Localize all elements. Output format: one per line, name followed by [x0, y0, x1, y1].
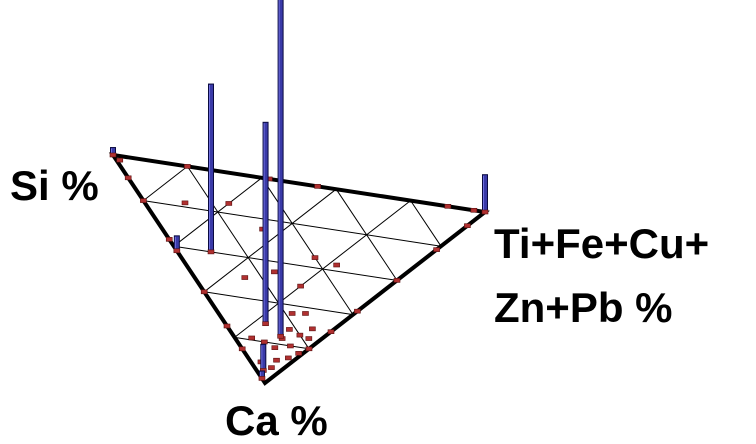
- bar-base-marker: [173, 248, 181, 254]
- ternary-grid: [143, 166, 442, 350]
- histogram-bar: [262, 121, 269, 327]
- bar-base-marker: [277, 333, 284, 339]
- data-point: [327, 329, 335, 335]
- data-point: [271, 269, 278, 275]
- data-point: [184, 164, 191, 169]
- grid-line: [410, 200, 442, 247]
- data-point: [261, 339, 268, 345]
- data-point: [295, 351, 302, 356]
- data-point: [288, 311, 296, 316]
- histogram-bar: [258, 370, 266, 381]
- data-point: [305, 336, 313, 341]
- data-point: [470, 207, 478, 213]
- data-point: [305, 346, 313, 352]
- grid-line: [173, 245, 398, 281]
- data-point: [181, 200, 189, 206]
- bar-base-marker: [262, 321, 269, 327]
- data-point: [444, 204, 452, 209]
- data-point: [296, 332, 304, 338]
- data-point: [464, 223, 471, 228]
- grid-line: [234, 336, 310, 350]
- data-point: [140, 198, 147, 203]
- data-point: [287, 343, 294, 349]
- data-point: [433, 247, 440, 252]
- bar-base-marker: [481, 209, 489, 215]
- bar-base-marker: [207, 249, 215, 255]
- data-point: [309, 326, 316, 332]
- data-point: [271, 345, 279, 350]
- bar-base-marker: [109, 152, 117, 158]
- grid-line: [203, 188, 337, 293]
- data-point: [268, 365, 275, 370]
- grid-line: [143, 166, 188, 201]
- data-point: [311, 255, 319, 260]
- data-point: [225, 201, 233, 206]
- data-point: [223, 323, 231, 329]
- bar-base-marker: [258, 376, 266, 381]
- histogram-bars: [109, 0, 489, 381]
- data-point: [302, 311, 309, 316]
- data-point: [238, 346, 246, 352]
- histogram-bar: [260, 343, 267, 373]
- histogram-bar: [173, 235, 181, 254]
- data-point: [286, 327, 293, 332]
- vertex-label-ti-line2: Zn+Pb %: [494, 284, 673, 331]
- histogram-bar: [109, 147, 117, 158]
- histogram-bar: [277, 0, 284, 339]
- vertex-label-ti-line1: Ti+Fe+Cu+: [494, 220, 710, 267]
- data-point: [124, 175, 132, 181]
- histogram-bar: [207, 83, 215, 255]
- triangle-frame: [108, 152, 490, 386]
- data-point: [273, 357, 280, 363]
- grid-line: [261, 177, 354, 315]
- histogram-bar: [481, 174, 489, 215]
- data-point: [314, 184, 321, 189]
- data-point: [333, 262, 340, 268]
- grid-line: [173, 177, 263, 247]
- data-point: [200, 289, 208, 295]
- vertex-label-si: Si %: [10, 162, 99, 209]
- data-points: [116, 157, 478, 370]
- data-point: [285, 355, 292, 361]
- data-point: [241, 275, 249, 280]
- data-point: [393, 278, 401, 283]
- data-point: [116, 157, 124, 163]
- ternary-frame: [108, 152, 490, 386]
- data-point: [297, 283, 304, 289]
- grid-line: [335, 188, 398, 281]
- data-point: [165, 237, 173, 242]
- data-point: [354, 308, 361, 314]
- vertex-label-ca: Ca %: [225, 397, 328, 444]
- data-point: [248, 335, 255, 341]
